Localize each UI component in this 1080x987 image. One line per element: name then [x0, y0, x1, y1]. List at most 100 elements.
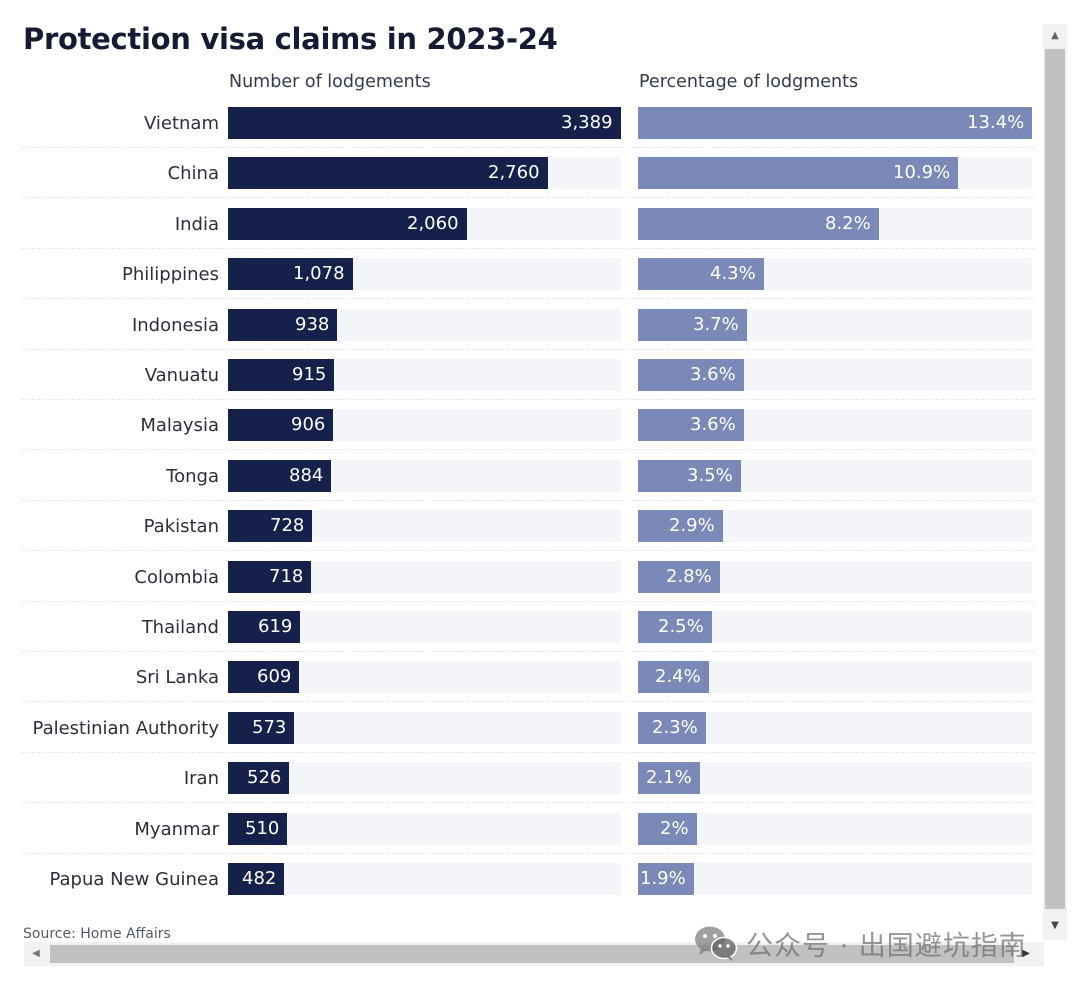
percentage-value-label: 2.4% — [655, 666, 701, 688]
count-value-label: 510 — [245, 817, 280, 839]
percentage-value-label: 3.6% — [690, 414, 736, 436]
column-header-count: Number of lodgements — [229, 72, 431, 92]
count-value-label: 619 — [258, 616, 293, 637]
percentage-value-label: 4.3% — [710, 263, 756, 285]
category-label: Palestinian Authority — [32, 717, 219, 739]
category-label: Papua New Guinea — [49, 869, 219, 890]
percentage-value-label: 3.7% — [693, 313, 739, 335]
count-bar — [228, 661, 299, 694]
chart-row: Tonga 884 3.5% — [0, 458, 1040, 508]
row-divider — [22, 197, 1034, 199]
category-label: China — [167, 163, 219, 185]
percentage-value-label: 8.2% — [825, 212, 871, 234]
count-bar — [228, 308, 337, 341]
watermark: 公众号 · 出国避坑指南 — [694, 922, 1027, 964]
count-value-label: 2,760 — [488, 162, 540, 184]
percentage-value-label: 1.9% — [640, 868, 686, 889]
category-label: Myanmar — [134, 818, 219, 840]
count-value-label: 906 — [291, 414, 326, 436]
count-bar — [228, 207, 467, 240]
percentage-bar-track — [638, 863, 1032, 895]
chart-title: Protection visa claims in 2023-24 — [23, 22, 558, 56]
horizontal-scrollbar[interactable]: ◀ ▶ — [24, 942, 1044, 966]
percentage-value-label: 3.6% — [690, 364, 736, 385]
chart-row: Vietnam 3,389 13.4% — [0, 105, 1040, 155]
chart-row: Thailand 619 2.5% — [0, 609, 1040, 659]
category-label: Thailand — [141, 617, 219, 638]
vertical-scroll-thumb[interactable] — [1045, 49, 1065, 909]
percentage-bar — [638, 308, 747, 341]
row-divider — [22, 348, 1034, 350]
percentage-value-label: 2.3% — [652, 716, 698, 738]
count-bar-track — [228, 812, 621, 845]
count-value-label: 915 — [292, 364, 327, 385]
chart-row: Philippines 1,078 4.3% — [0, 256, 1040, 306]
percentage-value-label: 13.4% — [967, 112, 1025, 133]
percentage-bar — [638, 359, 744, 391]
scroll-down-icon[interactable]: ▼ — [1051, 920, 1059, 931]
count-bar — [228, 107, 621, 139]
source-note: Source: Home Affairs — [23, 926, 171, 942]
count-bar — [228, 762, 289, 795]
row-divider — [22, 751, 1034, 753]
count-bar — [228, 560, 311, 593]
row-divider — [22, 600, 1034, 602]
horizontal-scroll-thumb[interactable] — [50, 945, 1014, 963]
scroll-right-icon[interactable]: ▶ — [1022, 948, 1030, 959]
count-bar — [228, 157, 548, 190]
percentage-value-label: 3.5% — [687, 464, 733, 486]
count-bar — [228, 258, 353, 291]
percentage-bar — [638, 107, 1032, 139]
percentage-bar — [638, 812, 697, 845]
scroll-up-icon[interactable]: ▲ — [1051, 30, 1059, 41]
chart-row: Pakistan 728 2.9% — [0, 508, 1040, 558]
category-label: Indonesia — [131, 314, 219, 336]
count-value-label: 573 — [252, 716, 287, 738]
chart-row: Palestinian Authority 573 2.3% — [0, 710, 1040, 760]
count-bar — [228, 459, 331, 492]
row-divider — [22, 550, 1034, 552]
row-divider — [22, 147, 1034, 148]
percentage-bar — [638, 863, 694, 895]
category-label: Malaysia — [140, 415, 219, 437]
row-divider — [22, 499, 1034, 501]
chart-row: Sri Lanka 609 2.4% — [0, 659, 1040, 709]
category-label: Colombia — [134, 566, 219, 588]
chart-row: Papua New Guinea 482 1.9% — [0, 861, 1040, 911]
percentage-bar — [638, 157, 958, 190]
percentage-value-label: 10.9% — [893, 162, 951, 184]
row-divider — [22, 852, 1034, 854]
category-label: Tonga — [166, 465, 219, 487]
percentage-bar — [638, 258, 764, 291]
category-label: Vanuatu — [144, 365, 219, 386]
count-bar-track — [228, 762, 621, 795]
category-label: Philippines — [122, 264, 219, 286]
count-value-label: 884 — [289, 464, 324, 486]
percentage-bar — [638, 560, 720, 593]
scroll-left-icon[interactable]: ◀ — [32, 948, 40, 959]
chart-row: Myanmar 510 2% — [0, 811, 1040, 861]
chart-row: Malaysia 906 3.6% — [0, 407, 1040, 457]
chart-row: India 2,060 8.2% — [0, 206, 1040, 256]
category-label: India — [174, 213, 219, 235]
chart-row: Indonesia 938 3.7% — [0, 307, 1040, 357]
row-divider — [22, 298, 1034, 300]
category-label: Pakistan — [143, 516, 219, 538]
percentage-bar-track — [638, 812, 1032, 845]
percentage-value-label: 2.1% — [646, 767, 692, 789]
count-value-label: 1,078 — [293, 263, 345, 285]
percentage-bar — [638, 762, 700, 795]
count-bar — [228, 409, 333, 442]
percentage-bar — [638, 611, 712, 643]
count-bar — [228, 711, 294, 744]
chart-row: Iran 526 2.1% — [0, 760, 1040, 810]
count-bar-track — [228, 863, 621, 895]
vertical-scrollbar[interactable]: ▲ ▼ — [1043, 24, 1067, 940]
percentage-bar — [638, 409, 744, 442]
percentage-bar — [638, 711, 706, 744]
count-value-label: 718 — [269, 565, 304, 587]
category-label: Sri Lanka — [135, 667, 219, 689]
count-value-label: 3,389 — [561, 112, 613, 133]
count-bar — [228, 359, 334, 391]
